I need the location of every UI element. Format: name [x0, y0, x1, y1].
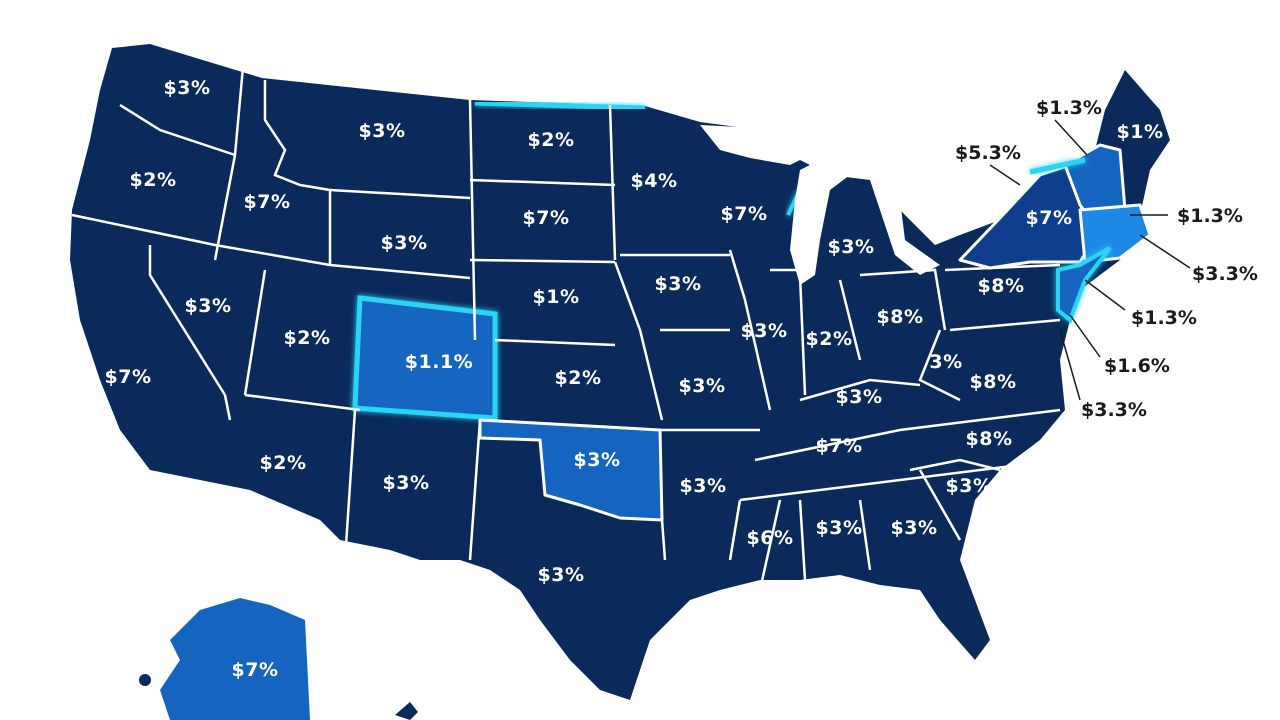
state-value-label-ia: $3%: [654, 273, 702, 295]
state-oklahoma[interactable]: [478, 418, 664, 522]
state-value-label-nm: $3%: [382, 472, 430, 494]
state-value-label-ga: $3%: [890, 517, 938, 539]
state-value-label-ut: $2%: [283, 327, 331, 349]
state-value-label-id: $7%: [243, 191, 291, 213]
state-colorado[interactable]: [352, 295, 498, 421]
state-value-label-wv: 3%: [929, 351, 963, 373]
state-value-label-ks: $2%: [554, 367, 602, 389]
callout-nj-label: $1.3%: [1131, 307, 1197, 329]
callout-md-label: $3.3%: [1081, 399, 1147, 421]
state-value-label-ky: $3%: [835, 386, 883, 408]
state-value-label-ak: $7%: [231, 659, 279, 681]
state-value-label-ca: $7%: [104, 366, 152, 388]
state-value-label-mn: $4%: [630, 170, 678, 192]
state-value-label-me: $1%: [1116, 121, 1164, 143]
state-ma-ct-ri[interactable]: [1078, 203, 1152, 264]
state-value-label-mt: $3%: [358, 120, 406, 142]
state-value-label-or: $2%: [129, 169, 177, 191]
state-value-label-va: $8%: [969, 371, 1017, 393]
state-value-label-nv: $3%: [184, 295, 232, 317]
state-value-label-ms: $6%: [746, 527, 794, 549]
callout-vt-label: $1.3%: [1036, 97, 1102, 119]
state-value-label-tx: $3%: [537, 564, 585, 586]
lake-michigan: [790, 150, 850, 285]
state-value-label-in: $2%: [805, 328, 853, 350]
callout-ny-label: $5.3%: [955, 142, 1021, 164]
state-value-label-nd: $2%: [527, 129, 575, 151]
state-value-label-al: $3%: [815, 517, 863, 539]
state-value-label-nc: $8%: [965, 428, 1013, 450]
glow-ny-border: [1029, 157, 1086, 175]
hawaii-island: [395, 702, 418, 720]
state-value-label-oh: $8%: [876, 306, 924, 328]
state-value-label-il: $3%: [740, 320, 788, 342]
state-value-label-ar: $3%: [679, 475, 727, 497]
state-alaska[interactable]: [160, 598, 310, 720]
callout-ma-label: $1.3%: [1177, 205, 1243, 227]
state-value-label-co: $1.1%: [404, 351, 474, 373]
glow-north-border: [474, 100, 646, 111]
state-value-label-az: $2%: [259, 452, 307, 474]
state-value-label-wa: $3%: [163, 77, 211, 99]
state-value-label-ny: $7%: [1025, 207, 1073, 229]
state-borders: [71, 44, 1061, 591]
state-value-label-wy: $3%: [380, 232, 428, 254]
state-value-label-ok: $3%: [573, 449, 621, 471]
lake-huron-erie: [870, 180, 940, 275]
state-value-label-sd: $7%: [522, 207, 570, 229]
alaska-island: [139, 674, 151, 686]
state-value-label-mo: $3%: [678, 375, 726, 397]
state-value-label-ne: $1%: [532, 286, 580, 308]
state-value-label-pa: $8%: [977, 275, 1025, 297]
state-value-label-mi: $3%: [827, 236, 875, 258]
callout-de-label: $1.6%: [1104, 355, 1170, 377]
state-value-label-tn: $7%: [815, 435, 863, 457]
lake-superior: [700, 125, 820, 165]
callout-ri-label: $3.3%: [1192, 263, 1258, 285]
state-value-label-sc: $3%: [945, 475, 993, 497]
callout-leaders: [989, 119, 1191, 401]
state-value-label-wi: $7%: [720, 203, 768, 225]
